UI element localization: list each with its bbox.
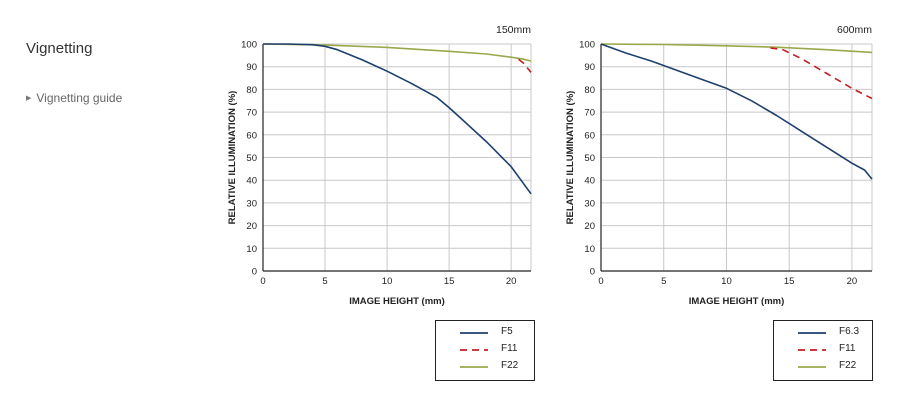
legend-item: F5 — [436, 326, 534, 340]
y-tick-label: 70 — [246, 108, 257, 119]
y-tick-label: 60 — [246, 130, 257, 141]
legend-label: F22 — [839, 360, 857, 371]
x-tick-label: 10 — [382, 276, 393, 287]
y-tick-label: 80 — [246, 85, 257, 96]
y-tick-label: 30 — [246, 198, 257, 209]
legend-swatch — [460, 332, 488, 334]
series-line-f22 — [262, 43, 532, 62]
series-line-f11 — [518, 58, 532, 73]
chart-title: 150mm — [496, 24, 531, 36]
legend-label: F22 — [501, 360, 519, 371]
legend-item: F6.3 — [774, 326, 872, 340]
x-tick-label: 20 — [506, 276, 517, 287]
x-tick-label: 5 — [322, 276, 327, 287]
x-axis-label: IMAGE HEIGHT (mm) — [349, 296, 445, 307]
series-line-f5 — [263, 43, 532, 195]
y-tick-label: 50 — [246, 153, 257, 164]
legend-swatch — [798, 332, 826, 334]
legend-swatch — [798, 366, 826, 368]
vignetting-guide-label: Vignetting guide — [36, 91, 123, 105]
legend-swatch — [798, 349, 826, 351]
vignetting-guide-link[interactable]: ▶ Vignetting guide — [26, 91, 122, 105]
legend-600mm: F6.3 F11 F22 — [773, 320, 873, 381]
legend-item: F22 — [774, 360, 872, 374]
legend-swatch — [460, 366, 488, 368]
legend-label: F11 — [501, 343, 518, 354]
legend-label: F11 — [839, 343, 856, 354]
legend-150mm: F5 F11 F22 — [435, 320, 535, 381]
x-tick-label: 0 — [260, 276, 265, 287]
y-tick-label: 40 — [246, 176, 257, 187]
y-tick-label: 100 — [241, 40, 257, 51]
legend-item: F22 — [436, 360, 534, 374]
y-tick-label: 0 — [252, 267, 257, 278]
legend-item: F11 — [436, 343, 534, 357]
y-tick-label: 10 — [246, 244, 257, 255]
legend-item: F11 — [774, 343, 872, 357]
y-axis-label: RELATIVE ILLUMINATION (%) — [227, 91, 238, 225]
legend-swatch — [460, 349, 488, 351]
triangle-right-icon: ▶ — [26, 95, 32, 102]
x-tick-label: 15 — [444, 276, 455, 287]
legend-label: F5 — [501, 326, 513, 337]
section-title: Vignetting — [26, 40, 93, 57]
y-tick-label: 20 — [246, 221, 257, 232]
legend-label: F6.3 — [839, 326, 860, 337]
y-tick-label: 90 — [246, 62, 257, 73]
